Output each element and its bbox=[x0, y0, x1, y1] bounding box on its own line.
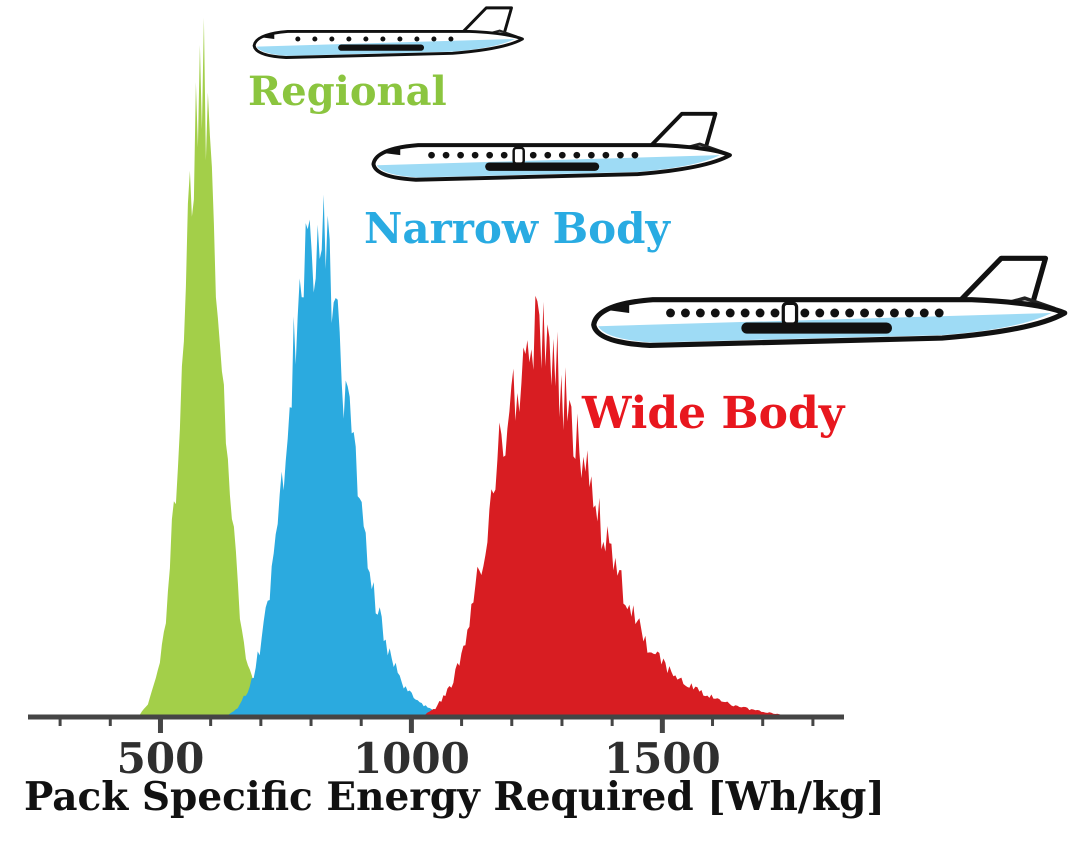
x-tick-label-500: 500 bbox=[117, 734, 205, 783]
narrow-body-series-label: Narrow Body bbox=[364, 204, 670, 253]
x-axis: 500 1000 1500 bbox=[28, 714, 844, 783]
distribution-narrow-body bbox=[225, 194, 449, 718]
x-axis-label: Pack Specific Energy Required [Wh/kg] bbox=[24, 774, 885, 820]
regional-jet-icon bbox=[244, 2, 530, 82]
distribution-regional bbox=[137, 17, 285, 717]
wide-body-series-label: Wide Body bbox=[582, 388, 845, 439]
x-tick-label-1500: 1500 bbox=[604, 734, 721, 783]
regional-series-label: Regional bbox=[248, 68, 447, 115]
wide-body-jet-icon bbox=[576, 248, 1078, 388]
x-tick-label-1000: 1000 bbox=[353, 734, 470, 783]
narrow-body-jet-icon bbox=[360, 106, 740, 212]
distribution-wide-body bbox=[421, 295, 801, 717]
